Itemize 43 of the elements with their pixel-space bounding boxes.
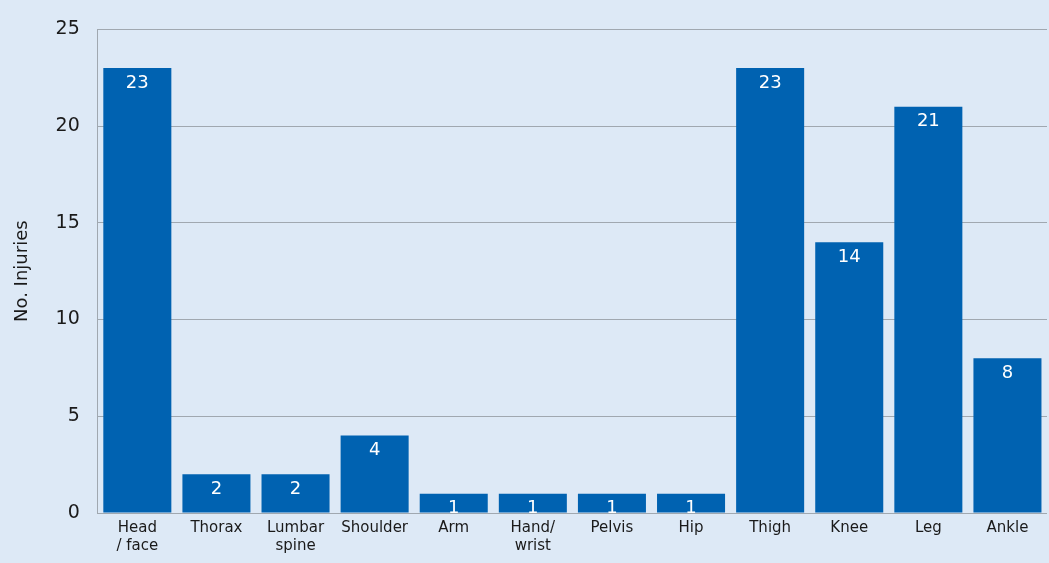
x-tick-label: Lumbar spine xyxy=(266,517,325,554)
bar xyxy=(657,493,726,513)
x-tick-label: Knee xyxy=(830,517,869,536)
y-tick-label: 10 xyxy=(55,306,80,329)
data-label: 23 xyxy=(758,70,782,92)
x-tick-label: Thigh xyxy=(748,517,792,536)
x-tick-label: Thorax xyxy=(189,517,243,536)
data-label: 2 xyxy=(210,476,223,498)
y-axis-title: No. Injuries xyxy=(10,220,32,322)
bar xyxy=(340,435,409,513)
y-tick-label: 5 xyxy=(67,403,80,426)
data-label: 21 xyxy=(916,109,940,131)
bar xyxy=(498,493,567,513)
y-tick-label: 15 xyxy=(55,209,80,232)
bar xyxy=(182,474,251,513)
x-tick-label: Hand/ wrist xyxy=(510,517,557,554)
x-tick-label: Hip xyxy=(678,517,704,536)
bar xyxy=(261,474,330,513)
y-tick-label: 25 xyxy=(55,16,80,39)
bar xyxy=(419,493,488,513)
data-label: 1 xyxy=(448,496,460,518)
bar xyxy=(736,68,805,513)
bar xyxy=(815,242,884,513)
y-tick-label: 0 xyxy=(67,499,80,522)
data-label: 4 xyxy=(368,438,381,460)
data-label: 1 xyxy=(685,496,697,518)
x-tick-label: Pelvis xyxy=(590,517,634,536)
y-tick-label: 20 xyxy=(55,113,80,136)
x-tick-label: Shoulder xyxy=(341,517,409,536)
x-tick-label: Ankle xyxy=(986,517,1029,536)
data-label: 1 xyxy=(527,496,539,518)
data-label: 1 xyxy=(606,496,618,518)
bar xyxy=(577,493,646,513)
data-label: 23 xyxy=(125,70,149,92)
x-tick-label: Head / face xyxy=(116,517,159,554)
x-tick-label: Arm xyxy=(438,517,470,536)
bar xyxy=(973,358,1042,513)
bar xyxy=(103,68,172,513)
data-label: 2 xyxy=(289,476,302,498)
x-tick-label: Leg xyxy=(914,517,942,536)
data-label: 14 xyxy=(837,244,861,266)
data-label: 8 xyxy=(1001,360,1014,382)
bar xyxy=(894,106,963,513)
